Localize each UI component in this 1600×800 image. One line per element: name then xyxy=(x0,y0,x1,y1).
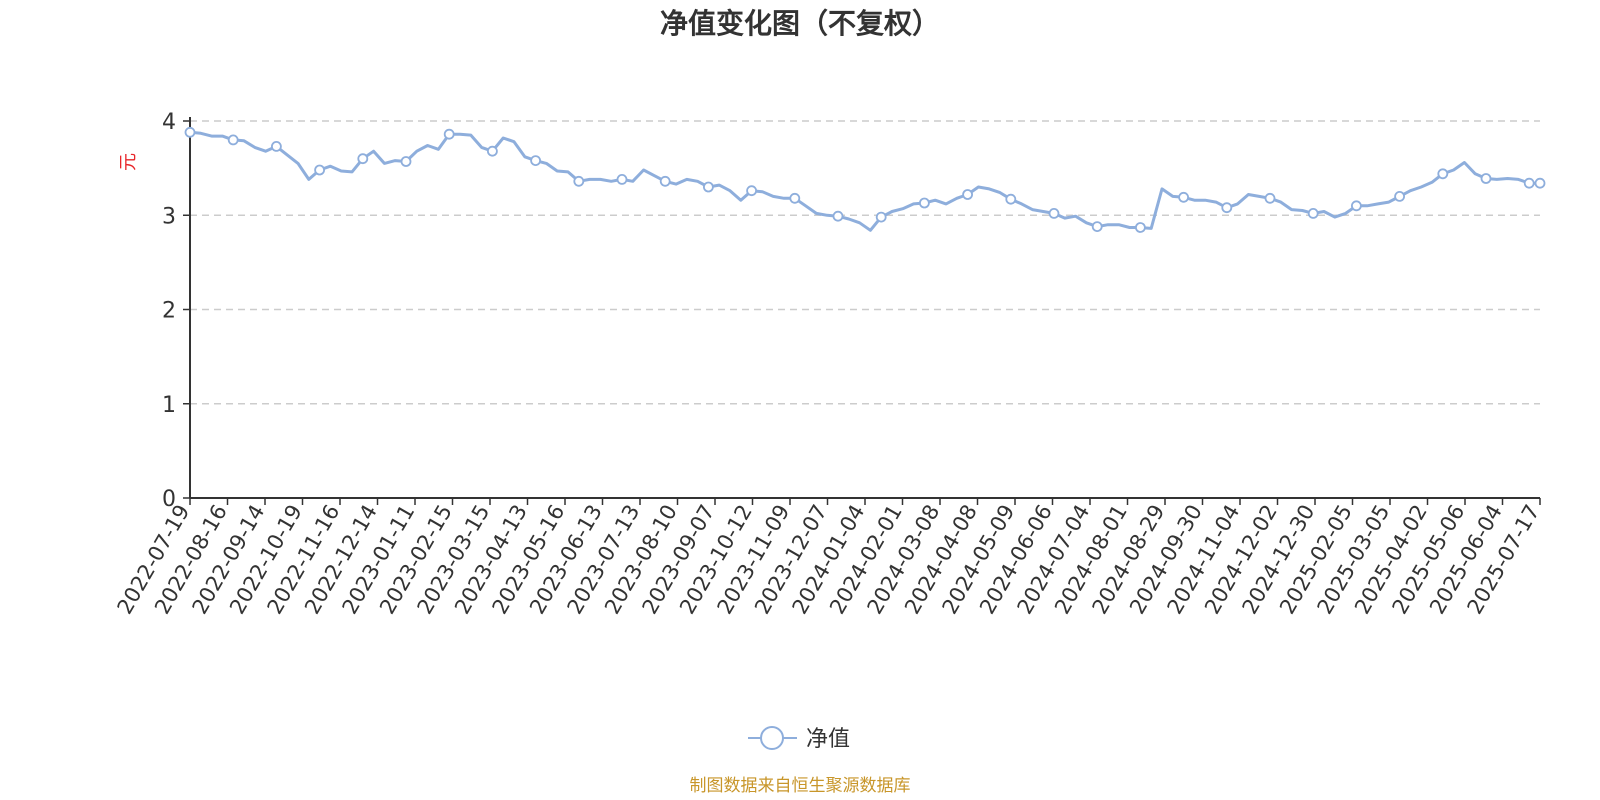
data-point xyxy=(919,197,930,209)
series-nav xyxy=(184,126,1546,233)
data-point xyxy=(1221,202,1233,214)
data-point xyxy=(184,126,196,138)
data-point xyxy=(1480,173,1492,184)
y-axis-label: 元 xyxy=(118,153,139,171)
data-point xyxy=(703,181,714,193)
data-point xyxy=(400,156,412,167)
x-axis-ticks: 2022-07-192022-08-162022-09-142022-10-19… xyxy=(113,498,1544,618)
grid-lines xyxy=(190,120,1540,405)
y-tick-label: 4 xyxy=(162,110,176,135)
data-point xyxy=(1351,200,1362,212)
data-point xyxy=(789,192,801,204)
data-point xyxy=(443,128,455,140)
y-tick-label: 1 xyxy=(162,393,176,418)
data-point xyxy=(1005,193,1017,205)
axes xyxy=(189,117,1540,499)
data-point xyxy=(1264,192,1276,204)
data-point xyxy=(1534,177,1546,189)
legend[interactable]: 净值 xyxy=(748,726,850,752)
data-point xyxy=(486,145,498,157)
data-point xyxy=(1437,168,1449,180)
y-axis-ticks: 0 1 2 3 4 xyxy=(162,110,190,512)
data-point xyxy=(573,175,585,187)
data-point xyxy=(875,211,887,223)
data-point xyxy=(746,185,757,197)
data-point xyxy=(357,153,369,165)
data-point xyxy=(1178,191,1189,203)
data-point xyxy=(314,164,326,176)
data-point xyxy=(659,175,671,187)
data-point xyxy=(962,189,973,200)
data-point xyxy=(270,140,282,152)
legend-label: 净值 xyxy=(806,727,850,752)
data-point xyxy=(530,155,541,167)
data-point xyxy=(1394,190,1405,202)
data-point xyxy=(1048,207,1060,219)
data-point xyxy=(832,210,844,222)
data-source-note: 制图数据来自恒生聚源数据库 xyxy=(690,776,911,796)
data-point xyxy=(1307,207,1319,219)
data-point xyxy=(616,173,628,185)
data-point xyxy=(1091,221,1103,233)
y-tick-label: 0 xyxy=(162,487,176,512)
data-point xyxy=(1523,177,1535,189)
y-tick-label: 2 xyxy=(162,299,176,324)
chart-title: 净值变化图（不复权） xyxy=(660,7,940,40)
y-tick-label: 3 xyxy=(162,204,176,229)
legend-marker-icon xyxy=(760,726,784,750)
data-point xyxy=(1135,222,1146,233)
data-point xyxy=(227,134,239,146)
